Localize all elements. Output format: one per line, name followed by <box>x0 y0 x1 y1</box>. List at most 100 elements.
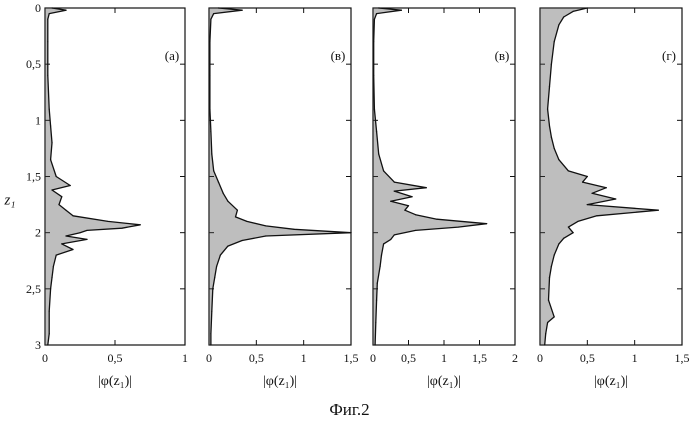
data-point <box>213 13 214 14</box>
data-point <box>615 198 616 199</box>
data-point <box>227 201 228 202</box>
data-point <box>107 221 108 222</box>
data-point <box>374 109 375 110</box>
data-point <box>216 266 217 267</box>
data-point <box>577 221 578 222</box>
data-point <box>596 215 597 216</box>
data-point <box>415 230 416 231</box>
data-point <box>377 283 378 284</box>
data-point <box>56 255 57 256</box>
data-point <box>50 159 51 160</box>
data-point <box>220 255 221 256</box>
data-point <box>375 344 376 345</box>
data-point <box>58 204 59 205</box>
panel-label: (а) <box>165 48 179 63</box>
panel-label: (г) <box>662 48 676 63</box>
data-point <box>383 243 384 244</box>
x-axis-label: |φ(z₁)| <box>98 374 132 389</box>
panel-label: (в) <box>495 48 510 63</box>
data-point <box>210 344 211 345</box>
x-tick-label: 0,5 <box>580 351 595 365</box>
data-point <box>211 153 212 154</box>
x-tick-label: 0,5 <box>401 351 416 365</box>
y-tick-label: 1,5 <box>26 170 41 184</box>
data-point <box>209 41 210 42</box>
data-point <box>61 196 62 197</box>
data-point <box>394 234 395 235</box>
data-point <box>212 288 213 289</box>
data-point <box>209 75 210 76</box>
data-point <box>49 333 50 334</box>
x-tick-label: 0,5 <box>108 351 123 365</box>
data-point <box>554 148 555 149</box>
data-point <box>547 322 548 323</box>
data-point <box>568 170 569 171</box>
x-tick-label: 1 <box>182 351 188 365</box>
data-point <box>381 255 382 256</box>
data-point <box>376 299 377 300</box>
data-point <box>551 64 552 65</box>
data-point <box>65 10 66 11</box>
y-tick-label: 3 <box>35 338 41 352</box>
y-tick-label: 2,5 <box>26 282 41 296</box>
data-point <box>404 210 405 211</box>
data-point <box>547 109 548 110</box>
data-point <box>49 311 50 312</box>
data-point <box>235 216 236 217</box>
y-tick-label: 2 <box>35 226 41 240</box>
data-point <box>390 201 391 202</box>
series-line <box>48 8 140 345</box>
chart-panel-1: 00,511,522,5300,51|φ(z₁)|(а)z₁ <box>3 1 188 389</box>
data-point <box>373 41 374 42</box>
data-point <box>544 344 545 345</box>
data-point <box>86 230 87 231</box>
data-point <box>415 214 416 215</box>
data-point <box>383 170 384 171</box>
data-point <box>213 170 214 171</box>
data-point <box>51 142 52 143</box>
data-point <box>401 10 402 11</box>
data-point <box>549 125 550 126</box>
data-point <box>209 109 210 110</box>
data-point <box>394 182 395 183</box>
data-point <box>582 182 583 183</box>
data-point <box>548 299 549 300</box>
data-point <box>49 13 50 14</box>
data-point <box>587 176 588 177</box>
data-point <box>223 193 224 194</box>
data-point <box>587 204 588 205</box>
data-point <box>49 109 50 110</box>
data-point <box>587 7 588 8</box>
data-point <box>218 7 219 8</box>
chart-panel-4: 00,511,5|φ(z₁)|(г) <box>537 7 690 389</box>
y-tick-label: 1 <box>35 113 41 127</box>
data-point <box>214 277 215 278</box>
data-point <box>51 7 52 8</box>
data-point <box>394 191 395 192</box>
x-tick-label: 2 <box>512 351 518 365</box>
data-point <box>265 225 266 226</box>
x-tick-label: 1 <box>301 351 307 365</box>
data-point <box>242 10 243 11</box>
data-point <box>210 333 211 334</box>
series-area <box>373 8 487 345</box>
x-tick-label: 0,5 <box>249 351 264 365</box>
data-point <box>375 322 376 323</box>
data-point <box>86 239 87 240</box>
data-point <box>265 235 266 236</box>
data-point <box>47 344 48 345</box>
data-point <box>554 316 555 317</box>
data-point <box>65 210 66 211</box>
data-point <box>658 210 659 211</box>
data-point <box>140 224 141 225</box>
data-point <box>551 137 552 138</box>
data-point <box>591 193 592 194</box>
data-point <box>568 226 569 227</box>
data-point <box>558 159 559 160</box>
y-axis-label: z₁ <box>3 193 15 209</box>
x-axis-label: |φ(z₁)| <box>427 374 461 389</box>
data-point <box>227 246 228 247</box>
x-tick-label: 0 <box>370 351 376 365</box>
data-point <box>121 228 122 229</box>
